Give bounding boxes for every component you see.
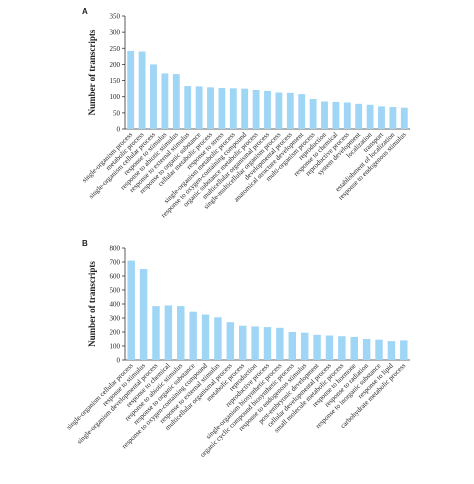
y-tick-label: 350 bbox=[110, 13, 121, 21]
y-tick-label: 700 bbox=[110, 259, 121, 267]
bar bbox=[321, 101, 328, 129]
bar bbox=[288, 332, 296, 360]
bar bbox=[276, 327, 284, 360]
y-tick-label: 250 bbox=[110, 45, 121, 53]
bar bbox=[229, 88, 237, 129]
bar bbox=[338, 336, 346, 360]
bar bbox=[263, 327, 272, 360]
bar bbox=[226, 322, 235, 360]
y-tick-label: 800 bbox=[110, 245, 121, 253]
bar bbox=[400, 340, 408, 360]
bar bbox=[177, 306, 185, 360]
bar bbox=[239, 325, 247, 360]
bar bbox=[150, 64, 157, 129]
y-tick-label: 100 bbox=[110, 93, 121, 101]
y-tick-label: 100 bbox=[110, 343, 121, 351]
bar bbox=[189, 311, 197, 360]
bar bbox=[127, 50, 135, 129]
bar bbox=[172, 74, 180, 129]
y-tick-label: 600 bbox=[110, 273, 121, 281]
y-tick-label: 200 bbox=[110, 329, 121, 337]
bar bbox=[138, 51, 146, 130]
bar bbox=[325, 335, 334, 360]
y-tick-label: 0 bbox=[117, 126, 121, 134]
bar bbox=[309, 98, 317, 129]
bar bbox=[343, 102, 351, 129]
y-axis-label: Number of transcripts bbox=[87, 29, 97, 115]
y-tick-label: 500 bbox=[110, 287, 121, 295]
bar bbox=[286, 92, 294, 129]
bar bbox=[184, 86, 192, 129]
bar bbox=[387, 341, 396, 360]
bar bbox=[214, 317, 222, 360]
bar bbox=[275, 92, 283, 129]
panel-label: B bbox=[82, 239, 88, 248]
bar bbox=[389, 107, 397, 129]
bar bbox=[300, 332, 309, 360]
y-tick-label: 300 bbox=[110, 29, 121, 37]
panel-label: A bbox=[82, 7, 88, 16]
bar bbox=[164, 305, 173, 360]
y-tick-label: 300 bbox=[110, 315, 121, 323]
bar bbox=[251, 326, 259, 360]
bar bbox=[127, 260, 135, 360]
bar bbox=[378, 106, 385, 129]
y-axis-label: Number of transcripts bbox=[87, 261, 97, 347]
bar bbox=[332, 101, 340, 129]
bar bbox=[362, 339, 371, 360]
y-tick-label: 50 bbox=[113, 109, 121, 117]
bar bbox=[252, 89, 260, 129]
bar bbox=[366, 104, 374, 129]
bar bbox=[152, 306, 160, 360]
bar bbox=[355, 103, 363, 129]
bar bbox=[350, 336, 358, 360]
y-tick-label: 200 bbox=[110, 61, 121, 69]
bar bbox=[313, 334, 321, 360]
y-tick-label: 400 bbox=[110, 301, 121, 309]
y-tick-label: 150 bbox=[110, 77, 121, 85]
bar bbox=[201, 314, 210, 360]
bar bbox=[241, 88, 249, 129]
bar bbox=[139, 269, 148, 360]
y-tick-label: 0 bbox=[117, 357, 121, 365]
bar bbox=[195, 86, 203, 129]
bar bbox=[207, 87, 214, 129]
bar bbox=[161, 73, 169, 129]
bar bbox=[218, 87, 226, 129]
bar bbox=[375, 339, 383, 360]
bar bbox=[298, 94, 306, 129]
bar bbox=[400, 107, 408, 129]
bar bbox=[264, 90, 271, 129]
